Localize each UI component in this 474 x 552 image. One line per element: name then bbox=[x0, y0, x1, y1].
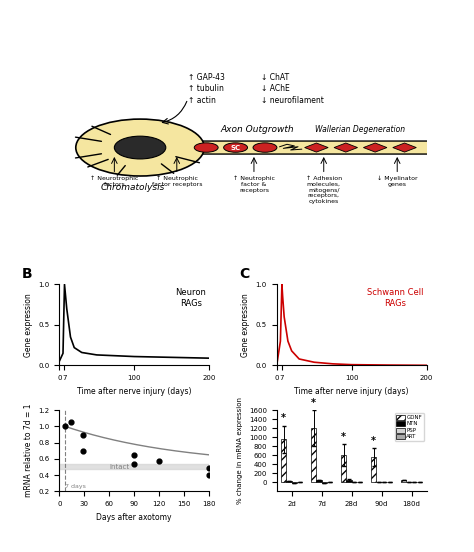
Text: *: * bbox=[281, 413, 286, 423]
Bar bbox=[281, 439, 286, 482]
Y-axis label: Gene expression: Gene expression bbox=[241, 293, 250, 357]
Polygon shape bbox=[364, 143, 387, 152]
Text: ↑ GAP-43: ↑ GAP-43 bbox=[188, 73, 225, 82]
Y-axis label: % change in mRNA expression: % change in mRNA expression bbox=[237, 397, 243, 504]
Ellipse shape bbox=[114, 136, 166, 159]
Text: ↓ AChE: ↓ AChE bbox=[261, 84, 290, 93]
X-axis label: Time after nerve injury (days): Time after nerve injury (days) bbox=[77, 387, 191, 396]
Bar bbox=[292, 482, 297, 483]
Text: ↓ ChAT: ↓ ChAT bbox=[261, 73, 290, 82]
Polygon shape bbox=[334, 143, 357, 152]
Ellipse shape bbox=[76, 119, 204, 176]
Point bbox=[61, 422, 69, 431]
X-axis label: Time after nerve injury (days): Time after nerve injury (days) bbox=[294, 387, 409, 396]
Text: Schwann Cell
RAGs: Schwann Cell RAGs bbox=[367, 288, 424, 308]
Polygon shape bbox=[393, 143, 416, 152]
Text: B: B bbox=[22, 267, 32, 281]
Point bbox=[79, 446, 86, 455]
Text: ↓ Myelinator
genes: ↓ Myelinator genes bbox=[377, 176, 418, 187]
Y-axis label: mRNA relative to 7d = 1: mRNA relative to 7d = 1 bbox=[24, 404, 33, 497]
Point bbox=[155, 457, 163, 466]
Point bbox=[67, 418, 75, 427]
Bar bbox=[311, 428, 316, 482]
Point bbox=[205, 463, 213, 472]
Bar bbox=[316, 480, 322, 482]
Text: SC: SC bbox=[230, 145, 241, 151]
Text: ↑ Neurotrophic
factors: ↑ Neurotrophic factors bbox=[90, 176, 138, 187]
Text: ↑ tubulin: ↑ tubulin bbox=[188, 84, 224, 93]
Point bbox=[205, 471, 213, 480]
Text: *: * bbox=[311, 398, 316, 408]
Text: ↑ Neutrophic
factor &
receptors: ↑ Neutrophic factor & receptors bbox=[233, 176, 275, 193]
Point bbox=[130, 450, 138, 459]
Ellipse shape bbox=[224, 143, 247, 152]
Bar bbox=[417, 481, 422, 482]
Bar bbox=[401, 480, 406, 482]
Bar bbox=[59, 464, 209, 469]
Text: 7 days: 7 days bbox=[65, 484, 86, 489]
Text: C: C bbox=[239, 267, 249, 281]
Polygon shape bbox=[305, 143, 328, 152]
Bar bbox=[286, 481, 292, 482]
X-axis label: Days after axotomy: Days after axotomy bbox=[97, 513, 172, 522]
Legend: GDNF, NTN, PSP, ART: GDNF, NTN, PSP, ART bbox=[395, 413, 424, 441]
Text: ↑ actin: ↑ actin bbox=[188, 95, 216, 104]
Point bbox=[79, 431, 86, 440]
Bar bbox=[371, 457, 376, 482]
Text: Wallerian Degeneration: Wallerian Degeneration bbox=[315, 125, 406, 134]
FancyBboxPatch shape bbox=[193, 141, 462, 154]
Text: ↑ Adhesion
molecules,
mitogens/
receptors,
cytokines: ↑ Adhesion molecules, mitogens/ receptor… bbox=[306, 176, 342, 204]
Text: Axon Outgrowth: Axon Outgrowth bbox=[221, 125, 294, 134]
Text: *: * bbox=[341, 432, 346, 442]
Text: Intact: Intact bbox=[109, 464, 129, 470]
Bar bbox=[341, 455, 346, 482]
Text: ↓ neurofilament: ↓ neurofilament bbox=[261, 95, 324, 104]
Text: Chromatolysis: Chromatolysis bbox=[100, 183, 165, 192]
Point bbox=[130, 460, 138, 469]
Y-axis label: Gene expression: Gene expression bbox=[24, 293, 33, 357]
Text: Neuron
RAGs: Neuron RAGs bbox=[175, 288, 206, 308]
Ellipse shape bbox=[253, 143, 277, 152]
Text: *: * bbox=[371, 436, 376, 445]
Bar bbox=[346, 480, 352, 482]
Text: ↑ Neutrophic
factor receptors: ↑ Neutrophic factor receptors bbox=[152, 176, 202, 187]
Ellipse shape bbox=[194, 143, 218, 152]
